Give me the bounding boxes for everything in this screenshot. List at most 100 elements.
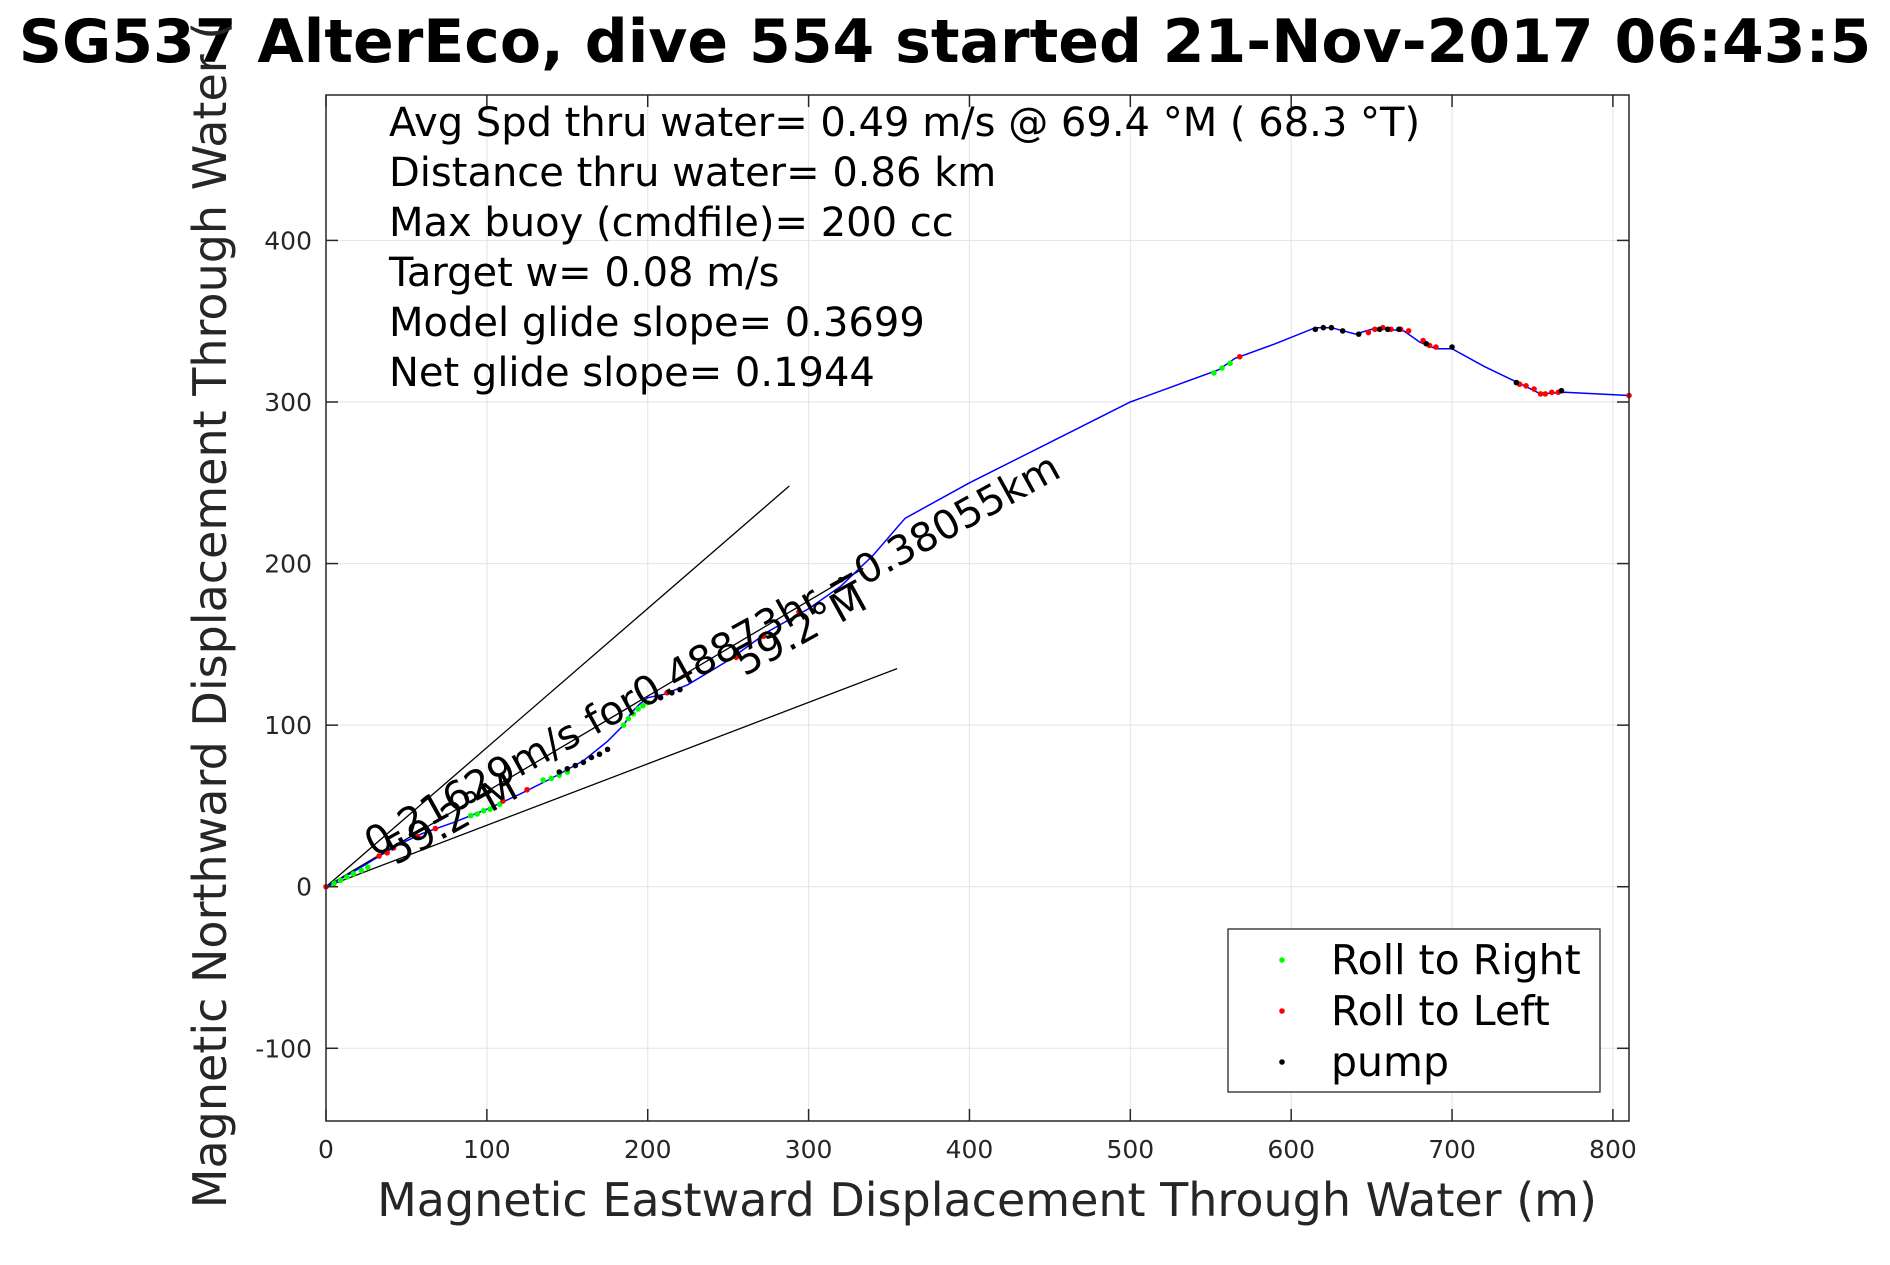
x-tick-label: 300 [785, 1135, 833, 1164]
roll-right-point [630, 711, 637, 717]
x-tick-label: 400 [946, 1135, 994, 1164]
pump-point [556, 769, 563, 775]
x-tick-label: 200 [624, 1135, 672, 1164]
roll-left-point [376, 853, 382, 859]
roll-right-point [331, 880, 337, 887]
roll-right-point [644, 699, 651, 706]
pump-point [1384, 326, 1391, 333]
legend-label: pump [1331, 1038, 1449, 1086]
legend-label: Roll to Left [1331, 987, 1550, 1035]
y-tick-label: 300 [264, 388, 312, 417]
roll-right-point [344, 874, 350, 880]
roll-right-point [620, 722, 627, 728]
y-tick-label: 0 [296, 873, 312, 902]
roll-left-point [384, 849, 390, 856]
roll-left-point [664, 690, 670, 696]
roll-left-point [432, 825, 439, 832]
pump-point [1558, 387, 1565, 394]
x-tick-label: 600 [1267, 1135, 1315, 1164]
pump-point [837, 576, 844, 583]
info-line: Distance thru water= 0.86 km [389, 150, 996, 196]
info-text-block: Avg Spd thru water= 0.49 m/s @ 69.4 °M (… [388, 100, 1420, 396]
y-tick-label: 100 [264, 711, 312, 740]
roll-left-point [796, 609, 802, 615]
legend-label: Roll to Right [1331, 936, 1581, 984]
y-tick-labels: -100 0 100 200 300 400 [255, 226, 312, 1063]
pump-point [1449, 344, 1455, 350]
pump-point [588, 754, 595, 761]
legend-marker [1279, 1059, 1285, 1065]
pump-point [604, 746, 611, 753]
roll-left-point [1523, 383, 1529, 389]
x-tick-label: 700 [1428, 1135, 1476, 1164]
y-axis-label: Magnetic Northward Displacement Through … [183, 22, 237, 1208]
pump-point [572, 762, 579, 769]
info-line: Net glide slope= 0.1944 [389, 350, 875, 396]
pump-point [1355, 331, 1362, 337]
plot-frame [325, 94, 1630, 1122]
heading-guide-line [325, 567, 864, 888]
roll-right-point [540, 777, 546, 783]
roll-right-point [635, 706, 641, 712]
roll-left-point [414, 833, 421, 840]
pump-point [1320, 324, 1327, 331]
pump-point [1376, 326, 1383, 333]
info-line: Model glide slope= 0.3699 [389, 300, 925, 346]
roll-left-point [524, 786, 530, 793]
roll-left-point [1531, 386, 1537, 392]
roll-left-point [1433, 344, 1439, 350]
chart-title: SG537 AlterEco, dive 554 started 21-Nov-… [19, 7, 1872, 77]
y-tick-label: 200 [264, 550, 312, 579]
roll-right-point [467, 812, 474, 819]
info-line: Avg Spd thru water= 0.49 m/s @ 69.4 °M (… [389, 100, 1420, 146]
roll-right-point [474, 811, 481, 817]
x-tick-label: 100 [463, 1135, 511, 1164]
pump-point [580, 759, 587, 766]
axis-ticks [325, 95, 1629, 1121]
roll-right-point [1219, 365, 1225, 371]
roll-right-point [358, 867, 365, 874]
guide-lines [325, 485, 898, 888]
roll-left-point [1372, 326, 1378, 333]
pump-point [1396, 326, 1402, 333]
roll-left-point [733, 654, 740, 661]
heading-guide-line [325, 667, 898, 888]
roll-left-point [1537, 391, 1544, 397]
pump-point [1328, 324, 1335, 331]
track-line [325, 326, 1630, 888]
x-tick-label: 500 [1106, 1135, 1154, 1164]
x-tick-label: 0 [318, 1135, 334, 1164]
pump-point [669, 690, 675, 696]
pump-point [677, 686, 683, 693]
pump-point [564, 765, 571, 772]
x-axis-label: Magnetic Eastward Displacement Through W… [377, 1173, 1597, 1227]
legend-box [1227, 928, 1601, 1093]
pump-point [1423, 341, 1430, 347]
roll-left-point [1405, 328, 1412, 334]
x-tick-labels: 0 100 200 300 400 500 600 700 800 [318, 1135, 1637, 1164]
data-points [323, 324, 1632, 890]
roll-right-point [1211, 370, 1217, 376]
legend-marker [1279, 957, 1285, 963]
roll-right-point [350, 870, 357, 877]
y-tick-label: -100 [255, 1034, 312, 1063]
pump-point [596, 751, 603, 758]
roll-right-point [487, 806, 493, 812]
roll-right-point [640, 702, 646, 709]
roll-right-point [480, 807, 487, 814]
roll-left-point [1236, 353, 1243, 360]
roll-right-point [337, 877, 344, 884]
roll-left-point [500, 798, 506, 804]
roll-right-point [365, 864, 371, 871]
pump-point [657, 694, 664, 701]
legend-marker [1279, 1008, 1285, 1014]
heading-guide-line [325, 485, 790, 888]
pump-point [1339, 328, 1346, 334]
roll-left-point [1365, 329, 1372, 336]
info-line: Target w= 0.08 m/s [388, 250, 779, 296]
roll-right-point [1227, 360, 1233, 367]
roll-left-point [1548, 389, 1555, 396]
